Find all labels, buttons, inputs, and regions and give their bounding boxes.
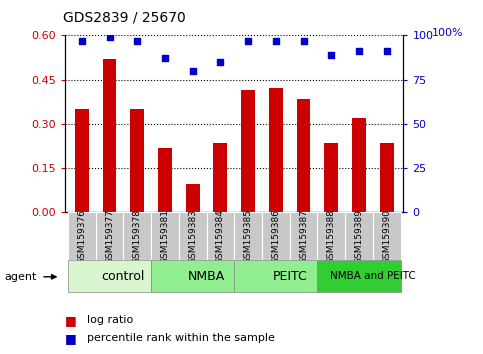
Bar xyxy=(317,260,400,292)
Bar xyxy=(207,212,234,260)
Point xyxy=(355,48,363,54)
Text: GSM159387: GSM159387 xyxy=(299,209,308,264)
Bar xyxy=(380,143,394,212)
Bar xyxy=(297,99,311,212)
Point xyxy=(161,56,169,61)
Bar xyxy=(290,212,317,260)
Bar xyxy=(151,212,179,260)
Bar xyxy=(324,143,338,212)
Bar xyxy=(75,109,89,212)
Text: PEITC: PEITC xyxy=(272,270,307,282)
Point xyxy=(216,59,224,65)
Bar xyxy=(96,212,123,260)
Y-axis label: 100%: 100% xyxy=(431,28,463,38)
Bar xyxy=(130,109,144,212)
Bar xyxy=(123,212,151,260)
Bar xyxy=(68,212,96,260)
Bar xyxy=(269,88,283,212)
Text: GSM159377: GSM159377 xyxy=(105,209,114,264)
Bar xyxy=(68,260,151,292)
Text: GSM159376: GSM159376 xyxy=(77,209,86,264)
Bar xyxy=(262,212,290,260)
Text: NMBA: NMBA xyxy=(188,270,225,282)
Bar xyxy=(234,260,317,292)
Bar xyxy=(373,212,400,260)
Point xyxy=(244,38,252,44)
Text: GDS2839 / 25670: GDS2839 / 25670 xyxy=(63,11,185,25)
Text: GSM159384: GSM159384 xyxy=(216,209,225,264)
Point xyxy=(272,38,280,44)
Bar xyxy=(158,148,172,212)
Text: ■: ■ xyxy=(65,314,81,327)
Text: log ratio: log ratio xyxy=(87,315,133,325)
Bar xyxy=(234,212,262,260)
Text: agent: agent xyxy=(5,272,37,282)
Text: NMBA and PEITC: NMBA and PEITC xyxy=(330,271,416,281)
Text: GSM159378: GSM159378 xyxy=(133,209,142,264)
Point xyxy=(327,52,335,58)
Point xyxy=(383,48,391,54)
Bar xyxy=(352,118,366,212)
Point xyxy=(133,38,141,44)
Bar xyxy=(186,184,199,212)
Text: GSM159385: GSM159385 xyxy=(243,209,253,264)
Text: GSM159390: GSM159390 xyxy=(382,209,391,264)
Point xyxy=(78,38,85,44)
Bar xyxy=(179,212,207,260)
Text: ■: ■ xyxy=(65,332,81,344)
Point xyxy=(299,38,307,44)
Bar xyxy=(317,212,345,260)
Text: control: control xyxy=(102,270,145,282)
Bar xyxy=(151,260,234,292)
Bar xyxy=(345,212,373,260)
Text: GSM159383: GSM159383 xyxy=(188,209,197,264)
Text: GSM159388: GSM159388 xyxy=(327,209,336,264)
Text: GSM159389: GSM159389 xyxy=(355,209,364,264)
Bar xyxy=(102,59,116,212)
Bar xyxy=(213,143,227,212)
Bar xyxy=(241,90,255,212)
Point xyxy=(189,68,197,74)
Point xyxy=(106,34,114,40)
Text: GSM159386: GSM159386 xyxy=(271,209,280,264)
Text: percentile rank within the sample: percentile rank within the sample xyxy=(87,333,275,343)
Text: GSM159381: GSM159381 xyxy=(160,209,170,264)
